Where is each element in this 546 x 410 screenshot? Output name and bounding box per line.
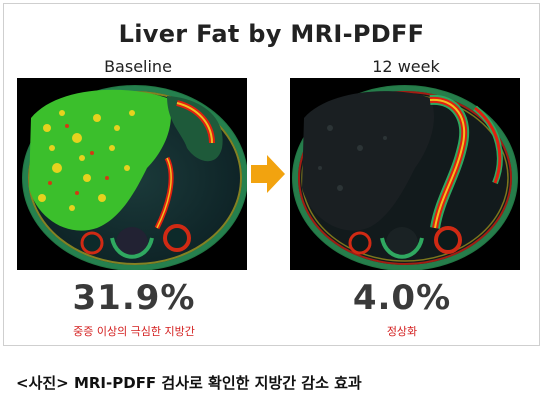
baseline-fat-percent: 31.9% [72,278,196,318]
week12-note: 정상화 [386,325,418,338]
baseline-note: 중증 이상의 극심한 지방간 [73,325,195,338]
figure-title: Liver Fat by MRI-PDFF [118,20,425,48]
photo-caption: <사진> MRI-PDFF 검사로 확인한 지방간 감소 효과 [16,374,362,392]
right-arrow-icon [251,153,285,199]
baseline-label: Baseline [104,57,172,76]
week12-fat-percent: 4.0% [352,278,452,318]
week12-mri-scan [290,78,520,270]
baseline-mri-scan [17,78,247,270]
week12-label: 12 week [372,57,440,76]
